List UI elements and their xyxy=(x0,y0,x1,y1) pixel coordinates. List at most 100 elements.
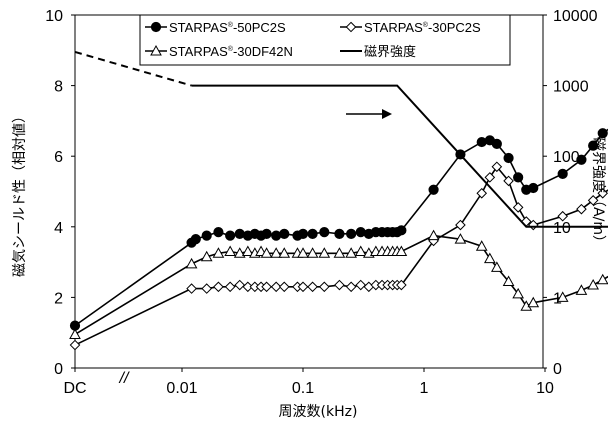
data-point xyxy=(212,247,225,258)
y-tick-label: 6 xyxy=(54,149,63,166)
series-dashed-extension xyxy=(74,50,192,87)
data-point xyxy=(242,281,254,293)
data-point xyxy=(333,247,346,258)
data-point xyxy=(334,228,345,239)
y2-tick-label: 10 xyxy=(553,220,571,237)
legend-label: 磁界強度 xyxy=(364,44,416,59)
x-tick-label: 0.01 xyxy=(166,380,197,397)
data-point xyxy=(233,247,246,258)
data-point xyxy=(260,247,273,258)
data-point xyxy=(491,161,503,173)
data-point xyxy=(490,261,503,272)
data-point xyxy=(575,284,588,295)
legend-label: STARPAS®-30DF42N xyxy=(169,44,293,59)
y2-tick-label: 1000 xyxy=(553,79,589,96)
legend-box xyxy=(139,14,511,66)
data-point xyxy=(502,275,515,287)
series-3 xyxy=(74,50,608,228)
series-2 xyxy=(69,229,608,339)
data-point xyxy=(278,281,290,293)
data-point xyxy=(345,21,357,33)
y-tick-label: 8 xyxy=(54,79,63,96)
data-point xyxy=(476,187,488,199)
data-point xyxy=(427,229,440,241)
data-point xyxy=(512,287,525,299)
plot-border xyxy=(74,14,544,369)
data-point xyxy=(307,228,318,239)
data-point xyxy=(201,230,212,241)
data-point xyxy=(224,245,237,257)
data-point xyxy=(484,172,496,183)
data-point xyxy=(69,339,81,351)
y-tick-label: 2 xyxy=(54,290,63,307)
data-point xyxy=(355,279,367,291)
data-point xyxy=(225,230,236,241)
data-point xyxy=(200,250,213,262)
data-point xyxy=(261,281,272,293)
data-point xyxy=(454,233,467,244)
data-point xyxy=(279,228,290,239)
data-point xyxy=(503,152,514,164)
data-point xyxy=(213,226,224,238)
data-point xyxy=(201,283,213,294)
data-point xyxy=(557,168,568,179)
data-point xyxy=(270,247,283,258)
right-y-axis-title: 磁界強度（A/m） xyxy=(590,137,606,249)
data-point xyxy=(334,279,345,291)
data-point xyxy=(428,184,439,195)
x-axis-title: 周波数(kHz) xyxy=(279,404,358,420)
data-point xyxy=(597,187,608,199)
legend-item-3: 磁界強度 xyxy=(340,44,416,59)
data-point xyxy=(318,281,330,293)
data-point xyxy=(576,203,587,215)
data-point xyxy=(346,228,357,239)
series-1 xyxy=(69,161,608,351)
x-ticks: DC0.010.1110100// xyxy=(63,368,554,397)
data-point xyxy=(528,182,539,194)
data-point xyxy=(150,21,162,33)
series-layer xyxy=(69,50,608,351)
data-point xyxy=(587,279,600,290)
left-y-ticks: 0 2 4 6 8 10 xyxy=(45,8,75,378)
data-point xyxy=(345,247,358,258)
data-point xyxy=(455,219,466,231)
x-tick-label: 10 xyxy=(536,380,554,397)
data-point xyxy=(234,279,246,291)
data-point xyxy=(596,273,608,285)
data-point xyxy=(345,281,357,293)
data-point xyxy=(395,245,408,257)
right-axis-arrow-head xyxy=(382,109,392,119)
data-point xyxy=(396,225,407,236)
left-y-axis-title: 磁気シールド性（相対値） xyxy=(12,109,28,277)
legend-item-1: STARPAS®-30PC2S xyxy=(340,20,481,35)
x-axis-break-mark: // xyxy=(119,370,130,387)
series-line xyxy=(74,128,608,327)
data-point xyxy=(186,283,197,294)
series-line xyxy=(191,84,608,228)
series-0 xyxy=(69,128,608,331)
y2-tick-label: 100 xyxy=(553,149,580,166)
data-point xyxy=(297,281,309,293)
data-point xyxy=(483,252,496,264)
x-tick-label: 1 xyxy=(420,380,429,397)
data-point xyxy=(396,279,407,291)
plot-frame xyxy=(74,14,544,369)
data-point xyxy=(491,138,502,149)
data-point xyxy=(587,195,599,206)
data-point xyxy=(185,257,198,269)
data-point xyxy=(527,296,540,308)
data-point xyxy=(150,44,162,56)
legend-item-0: STARPAS®-50PC2S xyxy=(145,20,286,35)
legend-label: STARPAS®-50PC2S xyxy=(169,20,286,35)
data-point xyxy=(306,247,319,258)
data-point xyxy=(576,154,587,165)
data-point xyxy=(213,281,224,293)
data-point xyxy=(556,291,569,302)
data-point xyxy=(297,247,309,258)
data-point xyxy=(512,202,524,213)
y-tick-label: 10 xyxy=(45,8,63,25)
data-point xyxy=(475,240,488,251)
y2-tick-label: 10000 xyxy=(553,8,598,25)
